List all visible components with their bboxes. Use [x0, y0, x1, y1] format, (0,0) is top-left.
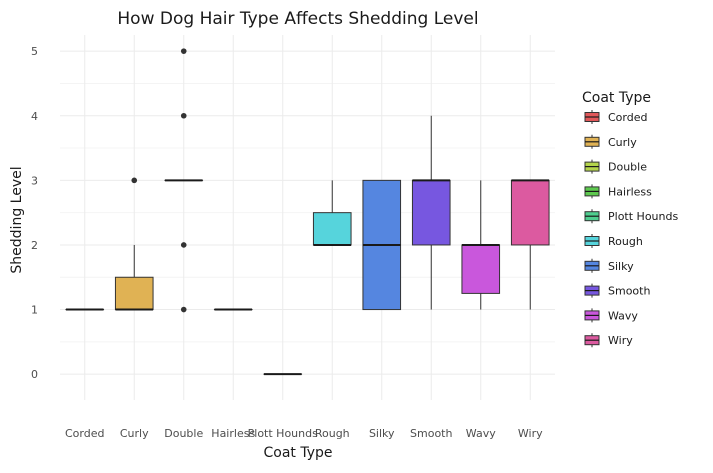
box-iqr [313, 213, 351, 245]
y-tick-label: 3 [31, 174, 38, 187]
box-layer [66, 48, 549, 374]
box-iqr [462, 245, 500, 293]
y-tick-label: 2 [31, 239, 38, 252]
box-group [313, 180, 351, 245]
legend-title: Coat Type [582, 90, 651, 106]
outlier-point [181, 48, 187, 54]
chart-title: How Dog Hair Type Affects Shedding Level [117, 9, 478, 29]
legend-label: Wavy [608, 309, 638, 322]
box-iqr [511, 180, 549, 245]
legend-label: Curly [608, 136, 637, 149]
legend-item: Smooth [585, 284, 650, 298]
box-group [511, 180, 549, 309]
legend-label: Silky [608, 260, 634, 273]
legend-label: Plott Hounds [608, 210, 678, 223]
legend: Coat Type Corded Curly Double Hairless Plott… [582, 90, 678, 347]
x-tick-label: Silky [369, 427, 395, 440]
legend-item: Wiry [585, 333, 633, 347]
x-tick-label: Curly [120, 427, 149, 440]
x-axis-title: Coat Type [263, 445, 332, 461]
legend-item: Double [585, 160, 647, 174]
outlier-point [131, 178, 137, 184]
legend-label: Wiry [608, 334, 633, 347]
box-group [412, 116, 450, 310]
y-axis-title: Shedding Level [9, 166, 25, 273]
x-tick-label: Wavy [466, 427, 496, 440]
x-tick-label: Plott Hounds [248, 427, 318, 440]
outlier-point [181, 307, 187, 313]
y-axis: 0 1 2 3 4 5 [31, 45, 38, 381]
legend-label: Rough [608, 235, 643, 248]
box-iqr [412, 180, 450, 245]
outlier-point [181, 242, 187, 248]
x-tick-label: Smooth [410, 427, 452, 440]
legend-item: Curly [585, 135, 637, 149]
legend-label: Double [608, 161, 647, 174]
x-tick-label: Double [164, 427, 203, 440]
outlier-point [181, 113, 187, 119]
y-tick-label: 5 [31, 45, 38, 58]
x-tick-label: Rough [315, 427, 350, 440]
legend-item: Hairless [585, 184, 652, 198]
y-tick-label: 1 [31, 304, 38, 317]
legend-item: Corded [585, 110, 647, 124]
legend-item: Silky [585, 259, 634, 273]
legend-item: Wavy [585, 308, 638, 322]
legend-item: Plott Hounds [585, 209, 678, 223]
y-tick-label: 0 [31, 368, 38, 381]
box-iqr [115, 277, 153, 309]
legend-item: Rough [585, 234, 643, 248]
legend-label: Hairless [608, 185, 652, 198]
legend-label: Smooth [608, 285, 650, 298]
box-group [462, 180, 500, 309]
x-tick-label: Corded [65, 427, 104, 440]
y-tick-label: 4 [31, 110, 38, 123]
x-tick-label: Wiry [518, 427, 543, 440]
legend-label: Corded [608, 111, 647, 124]
box-group [363, 180, 401, 309]
